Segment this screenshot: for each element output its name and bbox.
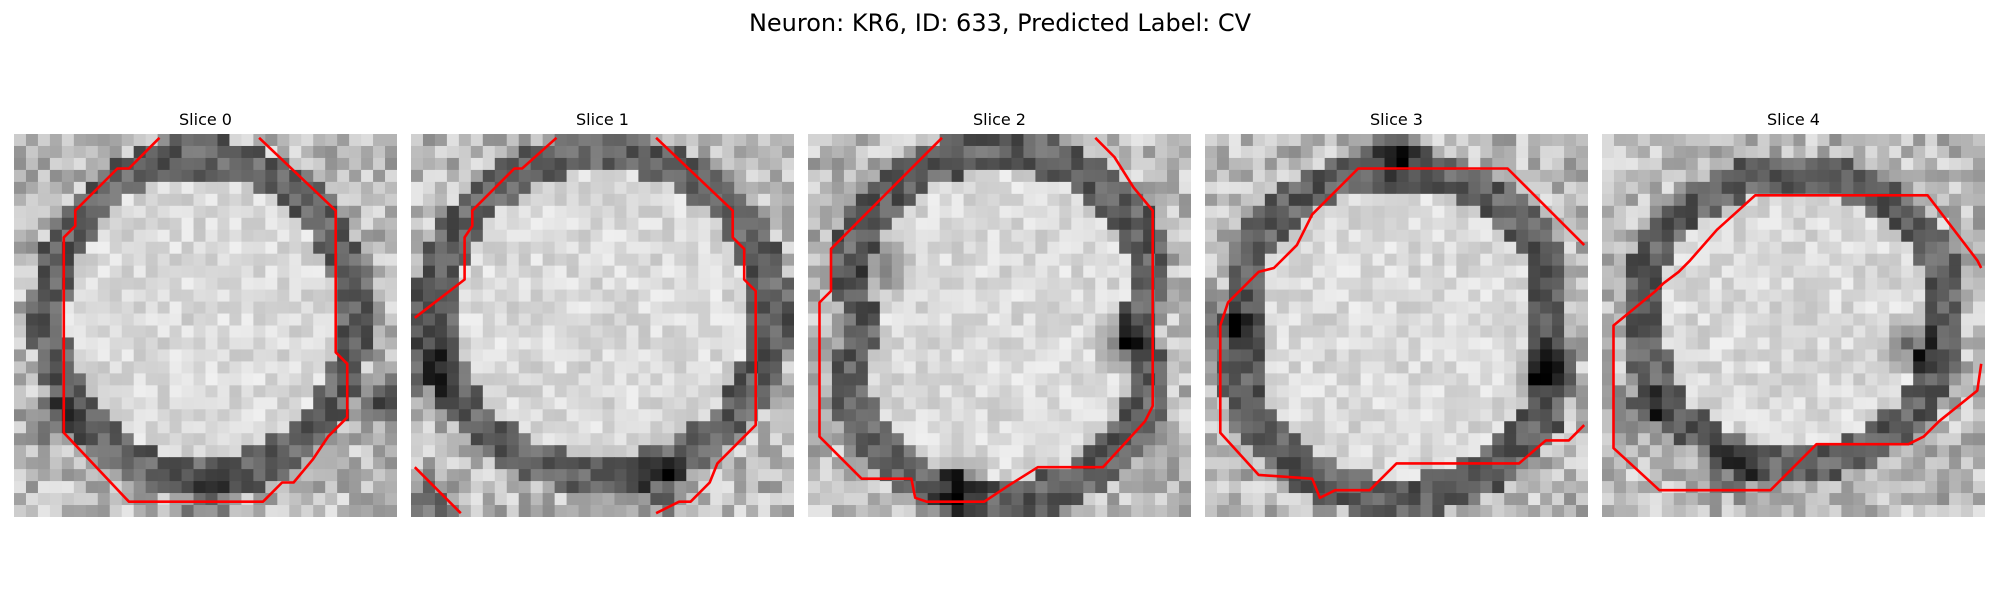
figure-title: Neuron: KR6, ID: 633, Predicted Label: C… xyxy=(748,9,1252,37)
contour-line xyxy=(1219,167,1586,500)
contour-line xyxy=(655,136,758,515)
slice-image xyxy=(14,134,397,517)
slice-image xyxy=(1205,134,1588,517)
contour-line xyxy=(413,466,462,515)
slice-panel-3: Slice 3 xyxy=(1205,108,1588,517)
contour-line xyxy=(414,136,558,319)
slice-panel-4: Slice 4 xyxy=(1602,108,1985,517)
slice-title: Slice 0 xyxy=(179,110,232,129)
contour-line xyxy=(62,136,349,504)
slice-image xyxy=(411,134,794,517)
slice-title: Slice 1 xyxy=(576,110,629,129)
slice-image xyxy=(1602,134,1985,517)
slice-title: Slice 4 xyxy=(1767,110,1820,129)
slice-panel-1: Slice 1 xyxy=(411,108,794,517)
slice-title: Slice 2 xyxy=(973,110,1026,129)
slice-panel-2: Slice 2 xyxy=(808,108,1191,517)
contour-line xyxy=(1612,193,1983,492)
slice-title: Slice 3 xyxy=(1370,110,1423,129)
slice-panel-0: Slice 0 xyxy=(14,108,397,517)
slice-image xyxy=(808,134,1191,517)
contour-line xyxy=(818,136,1155,504)
